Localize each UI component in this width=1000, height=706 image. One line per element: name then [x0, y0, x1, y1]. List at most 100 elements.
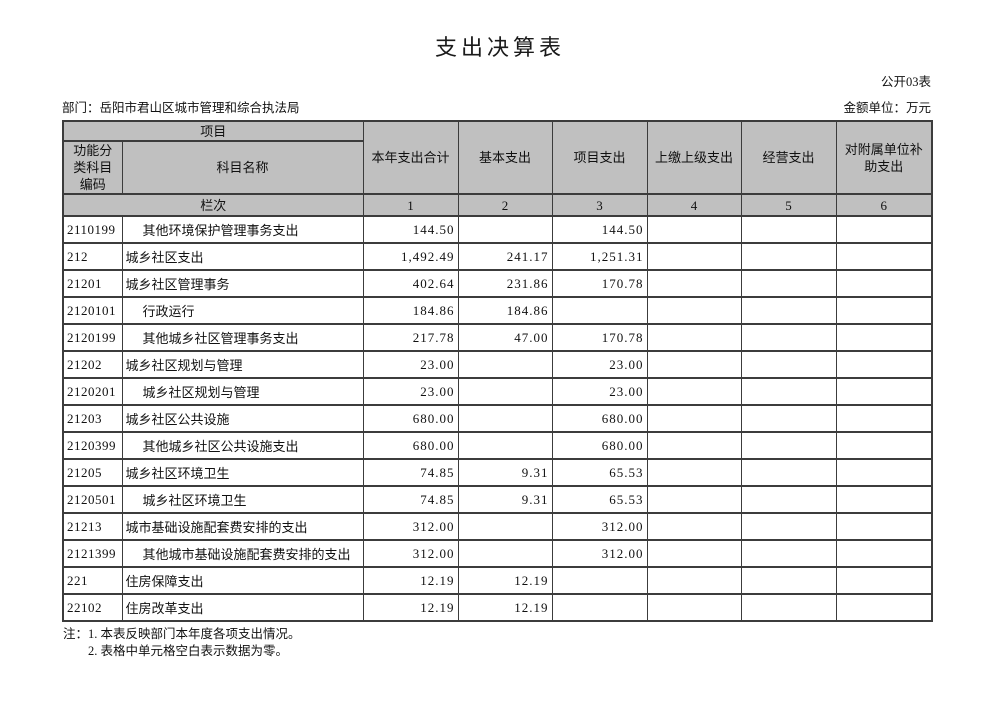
row-subsidy-expenditure	[835, 350, 933, 379]
row-upper-level-expenditure	[646, 350, 742, 379]
row-total-expenditure: 12.19	[362, 593, 459, 622]
row-operating-expenditure	[740, 296, 837, 325]
row-function-code: 2120201	[62, 377, 123, 406]
row-project-expenditure	[551, 593, 648, 622]
row-total-expenditure: 217.78	[362, 323, 459, 352]
row-subsidy-expenditure	[835, 539, 933, 568]
row-subject-name: 城乡社区环境卫生	[121, 458, 364, 487]
row-subject-name: 其他环境保护管理事务支出	[121, 215, 364, 244]
row-subsidy-expenditure	[835, 485, 933, 514]
header-total: 本年支出合计	[362, 120, 459, 195]
header-subsidy: 对附属单位补助支出	[835, 120, 933, 195]
row-basic-expenditure: 9.31	[457, 458, 553, 487]
column-index-1: 1	[362, 193, 459, 217]
column-index-4: 4	[646, 193, 742, 217]
note-line-1: 注：1. 本表反映部门本年度各项支出情况。	[63, 627, 301, 641]
row-operating-expenditure	[740, 323, 837, 352]
row-project-expenditure: 680.00	[551, 404, 648, 433]
row-subsidy-expenditure	[835, 296, 933, 325]
row-subject-name: 城乡社区规划与管理	[121, 350, 364, 379]
table-row: 2120199 其他城乡社区管理事务支出 217.78 47.00 170.78	[62, 323, 933, 352]
row-subject-name: 其他城市基础设施配套费安排的支出	[121, 539, 364, 568]
row-operating-expenditure	[740, 404, 837, 433]
row-function-code: 2121399	[62, 539, 123, 568]
row-total-expenditure: 23.00	[362, 377, 459, 406]
row-project-expenditure: 23.00	[551, 377, 648, 406]
row-operating-expenditure	[740, 350, 837, 379]
header-basic: 基本支出	[457, 120, 553, 195]
row-basic-expenditure: 9.31	[457, 485, 553, 514]
row-subject-name: 城乡社区环境卫生	[121, 485, 364, 514]
row-operating-expenditure	[740, 377, 837, 406]
row-project-expenditure: 170.78	[551, 323, 648, 352]
row-total-expenditure: 23.00	[362, 350, 459, 379]
expenditure-table-body: 2110199 其他环境保护管理事务支出 144.50 144.50 212 城…	[62, 215, 933, 622]
row-upper-level-expenditure	[646, 485, 742, 514]
row-upper-level-expenditure	[646, 539, 742, 568]
row-subsidy-expenditure	[835, 404, 933, 433]
row-subsidy-expenditure	[835, 566, 933, 595]
row-operating-expenditure	[740, 242, 837, 271]
doc-number-label: 公开03表	[880, 75, 931, 89]
table-row: 2120501 城乡社区环境卫生 74.85 9.31 65.53	[62, 485, 933, 514]
row-function-code: 21202	[62, 350, 123, 379]
row-function-code: 22102	[62, 593, 123, 622]
row-subsidy-expenditure	[835, 242, 933, 271]
row-upper-level-expenditure	[646, 566, 742, 595]
row-function-code: 21213	[62, 512, 123, 541]
row-function-code: 212	[62, 242, 123, 271]
row-upper-level-expenditure	[646, 296, 742, 325]
expenditure-table: 项目 本年支出合计 基本支出 项目支出 上缴上级支出 经营支出 对附属单位补助支…	[62, 120, 934, 622]
table-row: 221 住房保障支出 12.19 12.19	[62, 566, 933, 595]
row-subject-name: 城乡社区规划与管理	[121, 377, 364, 406]
row-project-expenditure: 312.00	[551, 539, 648, 568]
row-function-code: 2120101	[62, 296, 123, 325]
row-total-expenditure: 402.64	[362, 269, 459, 298]
row-function-code: 221	[62, 566, 123, 595]
row-function-code: 2120501	[62, 485, 123, 514]
column-index-2: 2	[457, 193, 553, 217]
table-row: 2110199 其他环境保护管理事务支出 144.50 144.50	[62, 215, 933, 244]
row-total-expenditure: 74.85	[362, 458, 459, 487]
row-upper-level-expenditure	[646, 404, 742, 433]
row-subject-name: 行政运行	[121, 296, 364, 325]
row-subsidy-expenditure	[835, 377, 933, 406]
row-operating-expenditure	[740, 269, 837, 298]
table-row: 22102 住房改革支出 12.19 12.19	[62, 593, 933, 622]
row-subsidy-expenditure	[835, 215, 933, 244]
row-total-expenditure: 680.00	[362, 404, 459, 433]
row-upper-level-expenditure	[646, 269, 742, 298]
table-row: 21205 城乡社区环境卫生 74.85 9.31 65.53	[62, 458, 933, 487]
row-project-expenditure	[551, 566, 648, 595]
row-total-expenditure: 1,492.49	[362, 242, 459, 271]
row-total-expenditure: 12.19	[362, 566, 459, 595]
row-basic-expenditure	[457, 512, 553, 541]
row-subject-name: 城乡社区管理事务	[121, 269, 364, 298]
row-project-expenditure: 680.00	[551, 431, 648, 460]
row-subject-name: 城乡社区公共设施	[121, 404, 364, 433]
row-function-code: 2110199	[62, 215, 123, 244]
row-basic-expenditure	[457, 215, 553, 244]
table-row: 2120101 行政运行 184.86 184.86	[62, 296, 933, 325]
header-project: 项目支出	[551, 120, 648, 195]
row-basic-expenditure: 12.19	[457, 593, 553, 622]
row-basic-expenditure	[457, 431, 553, 460]
row-operating-expenditure	[740, 485, 837, 514]
row-subsidy-expenditure	[835, 593, 933, 622]
row-subsidy-expenditure	[835, 458, 933, 487]
row-function-code: 2120399	[62, 431, 123, 460]
row-total-expenditure: 144.50	[362, 215, 459, 244]
row-total-expenditure: 184.86	[362, 296, 459, 325]
row-upper-level-expenditure	[646, 458, 742, 487]
column-index-6: 6	[835, 193, 933, 217]
row-operating-expenditure	[740, 566, 837, 595]
row-total-expenditure: 312.00	[362, 512, 459, 541]
row-subject-name: 其他城乡社区公共设施支出	[121, 431, 364, 460]
row-subject-name: 城乡社区支出	[121, 242, 364, 271]
row-upper-level-expenditure	[646, 431, 742, 460]
header-operating: 经营支出	[740, 120, 837, 195]
row-operating-expenditure	[740, 539, 837, 568]
table-row: 2121399 其他城市基础设施配套费安排的支出 312.00 312.00	[62, 539, 933, 568]
unit-label: 金额单位：万元	[843, 101, 931, 115]
